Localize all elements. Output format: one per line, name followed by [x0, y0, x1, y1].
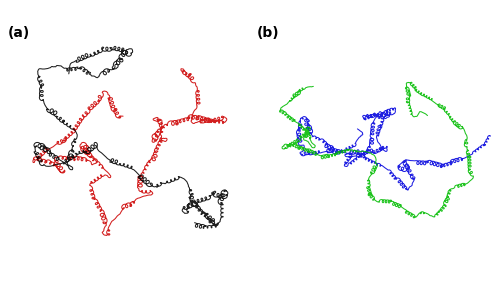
Text: (a): (a): [8, 26, 30, 40]
Text: (b): (b): [256, 26, 279, 40]
